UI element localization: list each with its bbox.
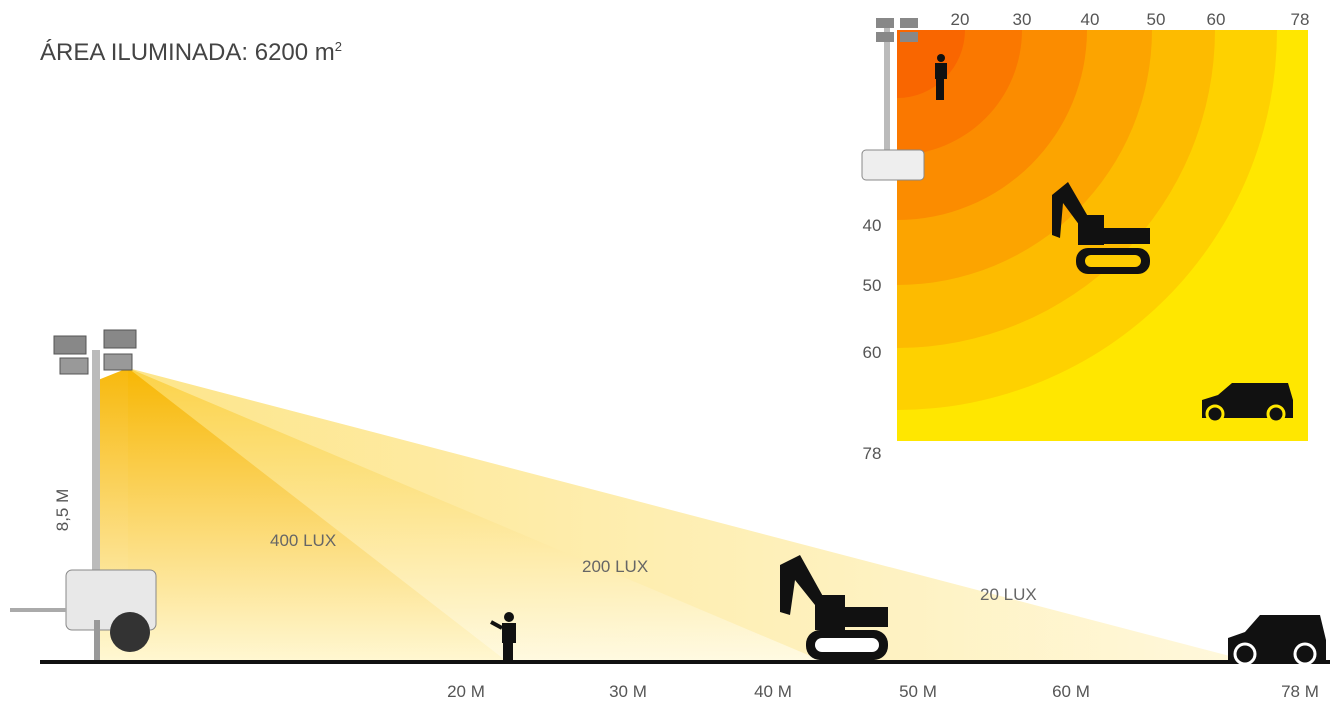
distance-label: 20 M	[447, 682, 485, 701]
top-y-label: 50	[863, 276, 882, 295]
light-beams	[98, 368, 1245, 660]
top-x-label: 30	[1013, 10, 1032, 29]
top-y-label: 60	[863, 343, 882, 362]
top-x-label: 50	[1147, 10, 1166, 29]
top-x-labels: 20 30 40 50 60 78	[951, 10, 1310, 29]
light-tower	[10, 329, 157, 660]
top-x-label: 60	[1207, 10, 1226, 29]
top-car-icon	[1202, 383, 1293, 424]
excavator-icon	[780, 555, 888, 660]
lux-label: 400 LUX	[270, 531, 336, 550]
top-y-label: 40	[863, 216, 882, 235]
lux-label: 200 LUX	[582, 557, 648, 576]
top-light-tower	[861, 18, 925, 181]
person-icon	[490, 612, 516, 662]
distance-label: 78 M	[1281, 682, 1319, 701]
distance-label: 30 M	[609, 682, 647, 701]
lux-label: 20 LUX	[980, 585, 1037, 604]
distance-label: 40 M	[754, 682, 792, 701]
title: ÁREA ILUMINADA: 6200 m2	[40, 39, 342, 66]
top-y-labels: 40 50 60 78	[863, 216, 882, 463]
top-excavator-icon	[1052, 182, 1150, 274]
top-view-map	[897, 30, 1308, 441]
height-label: 8,5 M	[53, 489, 72, 532]
top-x-label: 20	[951, 10, 970, 29]
distance-label: 50 M	[899, 682, 937, 701]
car-icon	[1228, 615, 1326, 666]
top-person-icon	[935, 54, 947, 100]
distance-label: 60 M	[1052, 682, 1090, 701]
top-x-label: 78	[1291, 10, 1310, 29]
distance-labels: 20 M 30 M 40 M 50 M 60 M 78 M	[447, 682, 1319, 701]
top-x-label: 40	[1081, 10, 1100, 29]
top-y-label: 78	[863, 444, 882, 463]
